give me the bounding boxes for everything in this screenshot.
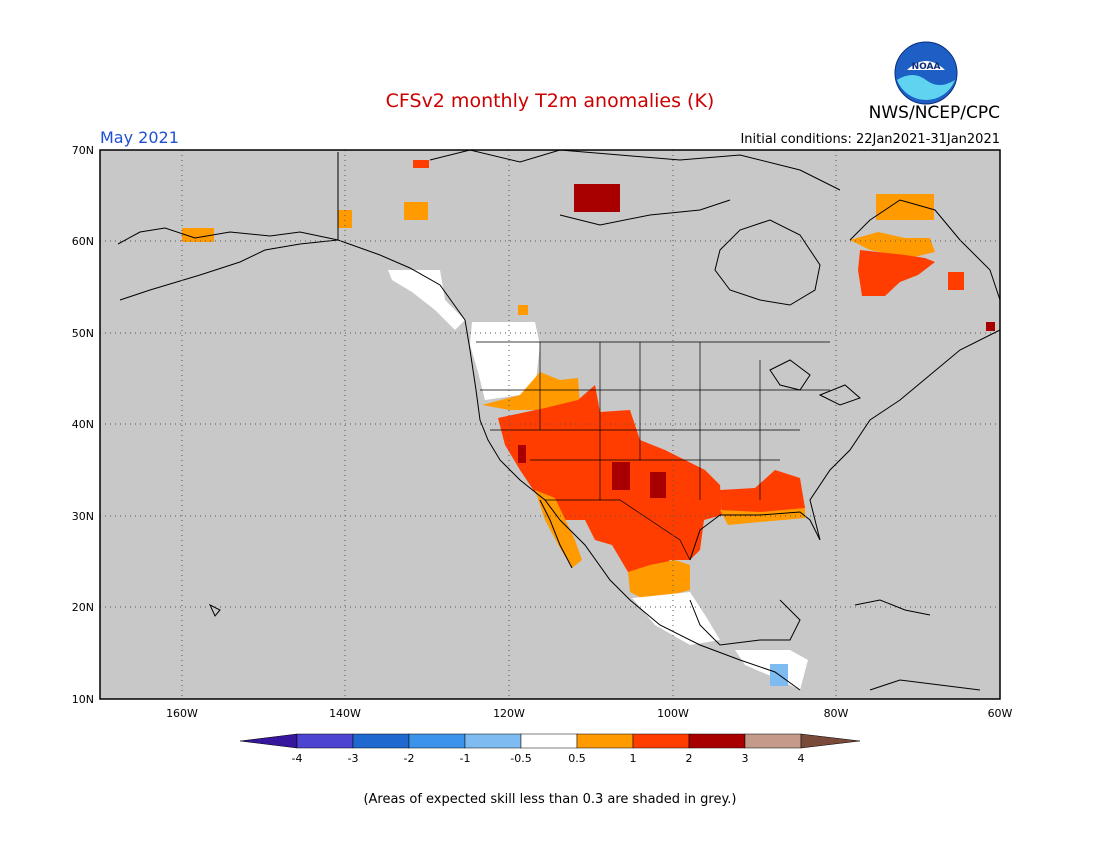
anomaly-red-arctic: [413, 160, 429, 168]
chart-title: CFSv2 monthly T2m anomalies (K): [385, 90, 715, 112]
anomaly-orange-quebec: [850, 232, 935, 258]
legend-swatch: [520, 733, 578, 749]
legend-swatch: [408, 733, 466, 749]
anomaly-orange-alaska-east: [338, 210, 352, 228]
legend-tick: 2: [686, 752, 693, 765]
anomaly-white-bc-coast: [388, 270, 465, 330]
lat-label: 40N: [72, 418, 94, 431]
anomaly-red-quebec: [858, 250, 935, 296]
anomaly-red-labrador: [948, 272, 964, 290]
initial-conditions-label: Initial conditions: 22Jan2021-31Jan2021: [740, 132, 1000, 147]
anomaly-orange-yukon: [404, 202, 428, 220]
legend-tick: 3: [742, 752, 749, 765]
anomaly-orange-north-edge: [482, 372, 580, 410]
anomaly-red-gulf: [720, 470, 805, 518]
legend-swatch: [296, 733, 354, 749]
lon-label: 60W: [988, 707, 1013, 720]
legend-swatch: [464, 733, 522, 749]
lon-label: 80W: [824, 707, 849, 720]
anomaly-orange-mexico: [628, 560, 690, 600]
graticule: [100, 150, 1000, 699]
plot-frame: [99, 149, 1001, 700]
legend-tick: -1: [460, 752, 471, 765]
anomaly-darkred-newfoundland: [986, 322, 995, 331]
legend-tick: -0.5: [510, 752, 531, 765]
legend-arrow-right: [800, 733, 861, 749]
legend-swatch: [632, 733, 690, 749]
noaa-logo-text: NOAA: [912, 62, 941, 72]
legend-tick: -3: [348, 752, 359, 765]
legend-swatch: [576, 733, 634, 749]
anomaly-red-southwest: [498, 385, 722, 580]
agency-label: NWS/NCEP/CPC: [868, 103, 1000, 123]
anomaly-white-northwest: [470, 322, 540, 400]
valid-month-label: May 2021: [100, 128, 179, 147]
legend-arrow-left: [239, 733, 298, 749]
legend-tick: 1: [630, 752, 637, 765]
legend-tick: -2: [404, 752, 415, 765]
color-legend: -4 -3 -2 -1 -0.5 0.5 1 2 3 4: [239, 733, 861, 765]
legend-swatch: [688, 733, 746, 749]
legend-tick: 4: [798, 752, 805, 765]
forecast-map: 70N 60N 50N 40N 30N 20N 10N 160W 140W 12…: [72, 144, 1013, 765]
lon-label: 100W: [657, 707, 689, 720]
lon-labels: 160W 140W 120W 100W 80W 60W: [166, 707, 1012, 720]
anomaly-white-mexico: [632, 592, 720, 645]
lat-label: 60N: [72, 235, 94, 248]
lat-label: 70N: [72, 144, 94, 157]
lon-label: 120W: [493, 707, 525, 720]
lat-label: 10N: [72, 693, 94, 706]
legend-swatch: [352, 733, 410, 749]
lat-label: 20N: [72, 601, 94, 614]
lat-label: 30N: [72, 510, 94, 523]
anomaly-orange-gulf: [720, 508, 805, 525]
borders: [476, 341, 830, 561]
anomaly-orange-alaska-west: [182, 228, 214, 242]
lon-label: 140W: [329, 707, 361, 720]
anomaly-darkred-core-3: [518, 445, 526, 463]
anomaly-darkred-core-1: [612, 462, 630, 490]
coastlines: [117, 149, 1001, 691]
lat-label: 50N: [72, 327, 94, 340]
anomaly-darkred-core-2: [650, 472, 666, 498]
legend-tick: -4: [292, 752, 303, 765]
lat-labels: 70N 60N 50N 40N 30N 20N 10N: [72, 144, 94, 706]
anomaly-orange-bc: [518, 305, 528, 315]
anomaly-shading: [182, 160, 995, 690]
anomaly-orange-baja: [535, 490, 582, 568]
legend-tick: 0.5: [568, 752, 586, 765]
anomaly-darkred-nwt: [574, 184, 620, 212]
lon-label: 160W: [166, 707, 198, 720]
noaa-logo: NOAA: [894, 41, 958, 105]
legend-swatch: [744, 733, 802, 749]
skill-note: (Areas of expected skill less than 0.3 a…: [363, 792, 737, 807]
